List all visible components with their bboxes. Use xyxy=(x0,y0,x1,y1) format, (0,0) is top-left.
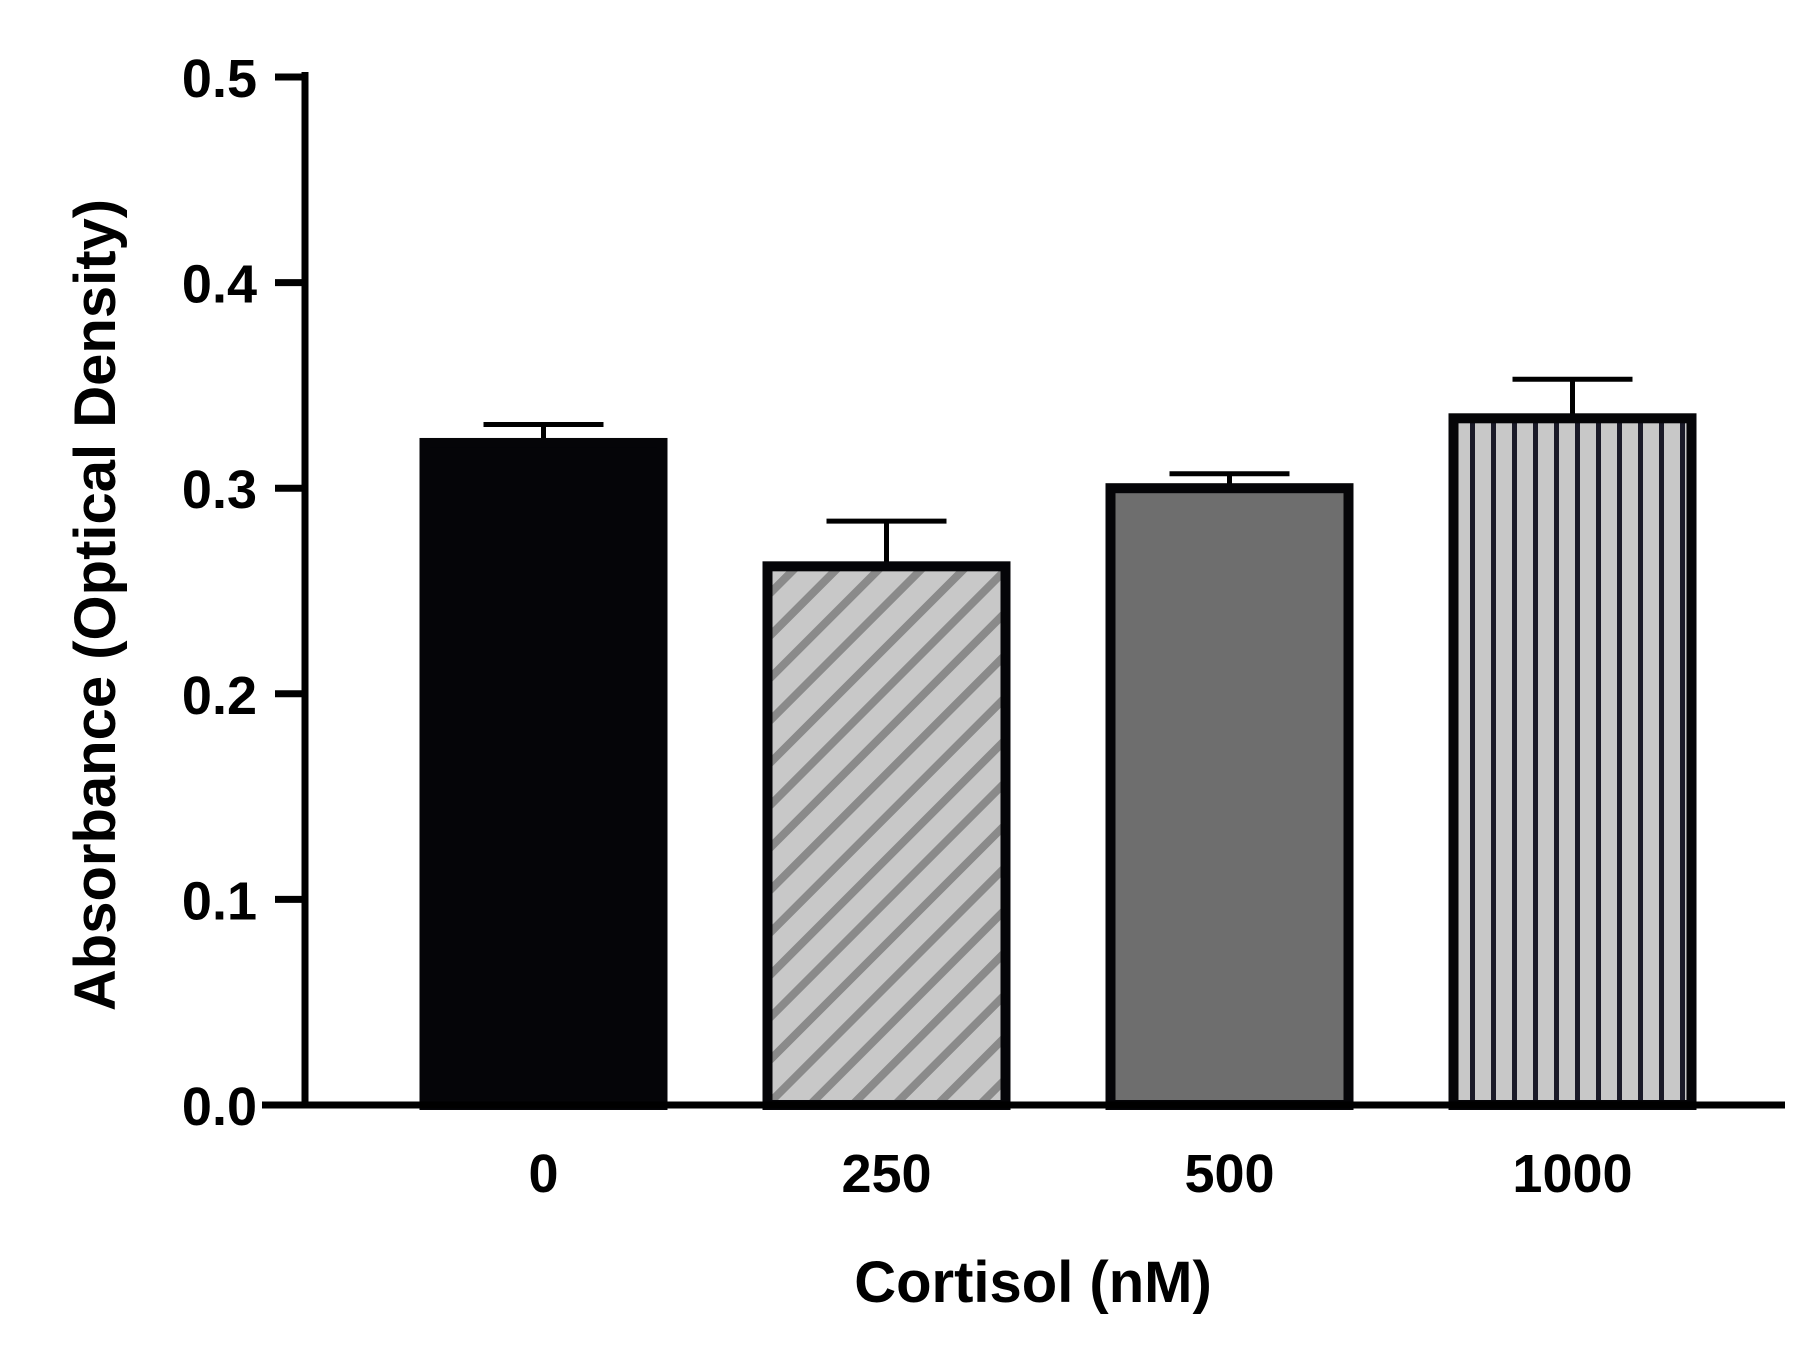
x-tick-label: 250 xyxy=(841,1144,931,1204)
y-ticks: 0.0 0.1 0.2 0.3 0.4 0.5 xyxy=(182,49,305,1137)
bar-500 xyxy=(1105,483,1354,1110)
x-tick-label: 0 xyxy=(528,1144,558,1204)
y-tick-label: 0.2 xyxy=(182,666,257,726)
y-tick-label: 0.3 xyxy=(182,460,257,520)
x-tick-label: 500 xyxy=(1184,1144,1274,1204)
y-tick-label: 0.4 xyxy=(182,255,257,315)
x-tick-labels: 0 250 500 1000 xyxy=(528,1144,1632,1204)
y-axis-title: Absorbance (Optical Density) xyxy=(63,199,128,1011)
bar-1000 xyxy=(1448,413,1697,1110)
x-tick-label: 1000 xyxy=(1512,1144,1632,1204)
bars xyxy=(419,413,1697,1110)
y-tick-label: 0.1 xyxy=(182,871,257,931)
bar-250 xyxy=(762,561,1011,1110)
y-tick-label: 0.5 xyxy=(182,49,257,109)
x-axis-title: Cortisol (nM) xyxy=(854,1250,1212,1315)
y-tick-label: 0.0 xyxy=(182,1077,257,1137)
bar-0 xyxy=(419,437,668,1110)
